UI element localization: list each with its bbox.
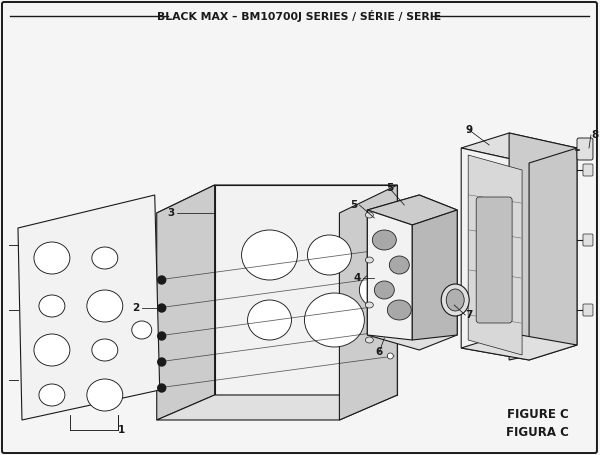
- Text: BLACK MAX – BM10700J SERIES / SÉRIE / SERIE: BLACK MAX – BM10700J SERIES / SÉRIE / SE…: [157, 10, 442, 22]
- Polygon shape: [157, 185, 397, 213]
- Ellipse shape: [39, 384, 65, 406]
- Text: 3: 3: [167, 208, 175, 218]
- Ellipse shape: [441, 284, 469, 316]
- Ellipse shape: [307, 235, 352, 275]
- Ellipse shape: [132, 321, 152, 339]
- Ellipse shape: [87, 290, 123, 322]
- Ellipse shape: [87, 379, 123, 411]
- Circle shape: [388, 301, 394, 307]
- FancyBboxPatch shape: [583, 164, 593, 176]
- Polygon shape: [412, 210, 457, 340]
- Text: 9: 9: [466, 125, 473, 135]
- Ellipse shape: [39, 295, 65, 317]
- Ellipse shape: [374, 281, 394, 299]
- Polygon shape: [157, 395, 397, 420]
- Ellipse shape: [373, 230, 397, 250]
- Ellipse shape: [365, 212, 373, 218]
- Text: 6: 6: [376, 347, 383, 357]
- Ellipse shape: [242, 230, 298, 280]
- Ellipse shape: [446, 289, 464, 311]
- Polygon shape: [340, 185, 397, 420]
- Circle shape: [158, 332, 166, 340]
- Polygon shape: [461, 133, 577, 163]
- Text: 5: 5: [350, 200, 358, 210]
- Polygon shape: [529, 148, 577, 360]
- Ellipse shape: [92, 247, 118, 269]
- Ellipse shape: [34, 334, 70, 366]
- Ellipse shape: [365, 337, 373, 343]
- Text: 8: 8: [591, 130, 598, 140]
- Text: FIGURA C: FIGURA C: [506, 425, 569, 439]
- Ellipse shape: [304, 293, 364, 347]
- Circle shape: [388, 245, 394, 251]
- Ellipse shape: [92, 339, 118, 361]
- Polygon shape: [367, 195, 457, 350]
- Polygon shape: [367, 210, 412, 340]
- FancyBboxPatch shape: [583, 234, 593, 246]
- Circle shape: [388, 353, 394, 359]
- Circle shape: [388, 273, 394, 279]
- Circle shape: [158, 384, 166, 392]
- Polygon shape: [367, 195, 457, 225]
- Text: 2: 2: [133, 303, 140, 313]
- Ellipse shape: [34, 242, 70, 274]
- Circle shape: [158, 304, 166, 312]
- Ellipse shape: [365, 302, 373, 308]
- Ellipse shape: [388, 300, 411, 320]
- Text: 1: 1: [118, 425, 125, 435]
- Text: FIGURE C: FIGURE C: [507, 409, 569, 421]
- Polygon shape: [157, 185, 215, 420]
- Text: 7: 7: [465, 310, 473, 320]
- Circle shape: [158, 276, 166, 284]
- Ellipse shape: [389, 256, 409, 274]
- Text: 4: 4: [354, 273, 361, 283]
- Polygon shape: [509, 133, 577, 360]
- Text: 5: 5: [386, 183, 393, 193]
- FancyBboxPatch shape: [476, 197, 512, 323]
- Circle shape: [158, 358, 166, 366]
- Ellipse shape: [359, 272, 400, 308]
- Ellipse shape: [248, 300, 292, 340]
- Ellipse shape: [365, 257, 373, 263]
- FancyBboxPatch shape: [577, 138, 593, 160]
- Polygon shape: [468, 155, 522, 355]
- Polygon shape: [18, 195, 160, 420]
- Polygon shape: [461, 148, 529, 360]
- Circle shape: [388, 327, 394, 333]
- Polygon shape: [215, 185, 397, 395]
- FancyBboxPatch shape: [583, 304, 593, 316]
- Polygon shape: [461, 333, 577, 360]
